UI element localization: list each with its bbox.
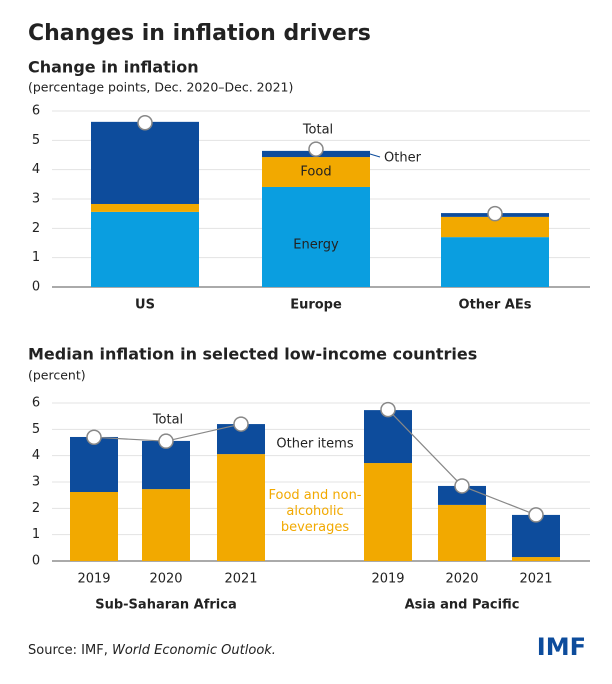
x-tick-label: Europe	[290, 298, 342, 313]
series-label-box: Food and non-alcoholic beverages	[268, 488, 362, 535]
x-tick-label: 2020	[149, 572, 182, 587]
total-marker	[454, 478, 470, 494]
y-tick-label: 4	[32, 162, 40, 177]
source: Source: IMF, World Economic Outlook.	[28, 643, 276, 658]
y-tick-label: 2	[32, 221, 40, 236]
source-title: World Economic Outlook.	[112, 643, 276, 658]
chart-title: Change in inflation	[28, 58, 199, 77]
y-tick-label: 0	[32, 280, 40, 295]
bar-segment	[364, 410, 412, 464]
bar-segment	[91, 121, 199, 204]
y-tick-label: 1	[32, 250, 40, 265]
source-text: Source: IMF,	[28, 643, 108, 658]
bar-segment	[142, 489, 190, 561]
total-marker	[233, 416, 249, 432]
bar-segment	[217, 454, 265, 561]
bar-segment	[441, 237, 549, 287]
leader-line	[369, 153, 381, 158]
x-tick-label: 2021	[224, 572, 257, 587]
series-label: Energy	[293, 237, 339, 252]
series-label: Food	[300, 165, 331, 180]
bar-segment	[438, 504, 486, 561]
bar-segment	[441, 216, 549, 238]
y-tick-label: 6	[32, 396, 40, 411]
group-label: Sub-Saharan Africa	[95, 598, 237, 613]
x-tick-label: 2019	[371, 572, 404, 587]
total-label: Total	[302, 123, 333, 138]
bar-segment	[512, 557, 560, 561]
bar-segment	[142, 440, 190, 490]
x-tick-label: Other AEs	[459, 298, 532, 313]
y-tick-label: 0	[32, 554, 40, 569]
x-tick-label: US	[135, 298, 155, 313]
y-tick-label: 2	[32, 501, 40, 516]
y-tick-label: 3	[32, 192, 40, 207]
bar-segment	[91, 211, 199, 287]
series-label: Other items	[276, 437, 353, 452]
y-tick-label: 5	[32, 422, 40, 437]
bar-segment	[70, 436, 118, 493]
total-marker	[86, 429, 102, 445]
total-marker	[158, 433, 174, 449]
y-tick-label: 3	[32, 475, 40, 490]
bar-segment	[364, 463, 412, 561]
bar-segment	[70, 492, 118, 561]
y-tick-label: 6	[32, 104, 40, 119]
bar-segment	[91, 203, 199, 212]
chart-subtitle: (percentage points, Dec. 2020–Dec. 2021)	[28, 80, 293, 95]
y-tick-label: 1	[32, 527, 40, 542]
chart-title: Median inflation in selected low-income …	[28, 345, 477, 364]
total-marker	[487, 205, 503, 222]
chart-subtitle: (percent)	[28, 368, 86, 383]
logo: IMF	[537, 633, 586, 661]
x-tick-label: 2019	[77, 572, 110, 587]
y-tick-label: 5	[32, 133, 40, 148]
x-tick-label: 2020	[445, 572, 478, 587]
total-marker	[380, 401, 396, 418]
x-tick-label: 2021	[519, 572, 552, 587]
y-tick-label: 4	[32, 448, 40, 463]
bar-segment	[262, 157, 370, 187]
series-label: Food and non-alcoholic beverages	[268, 488, 362, 535]
total-marker	[308, 141, 324, 157]
series-label: Other	[384, 150, 422, 165]
total-marker	[137, 114, 153, 131]
total-marker	[528, 507, 544, 523]
bar-segment	[262, 186, 370, 287]
group-label: Asia and Pacific	[405, 598, 520, 613]
page-title: Changes in inflation drivers	[28, 21, 371, 46]
total-label: Total	[152, 413, 183, 428]
